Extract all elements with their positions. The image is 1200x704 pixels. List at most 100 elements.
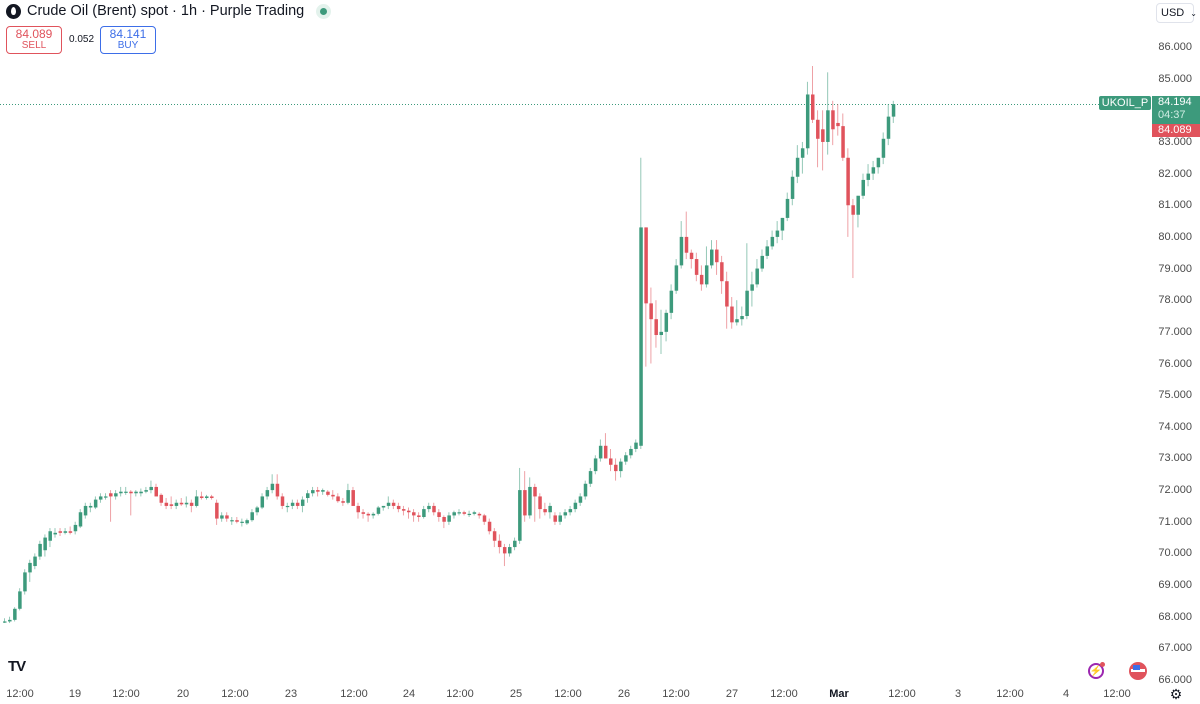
candle (831, 100, 835, 146)
candle (93, 496, 98, 510)
time-tick: 20 (176, 688, 190, 700)
market-status-icon (316, 3, 332, 19)
spread-value: 0.052 (69, 34, 95, 45)
candle (573, 499, 578, 513)
candle (846, 148, 850, 237)
tradingview-logo[interactable]: TV (8, 658, 26, 675)
candle (265, 486, 270, 500)
candle (760, 249, 764, 272)
time-tick: 12:00 (6, 688, 34, 700)
price-tick: 76.000 (1158, 357, 1192, 370)
candle (533, 483, 537, 522)
candle (821, 110, 825, 171)
candle (689, 249, 694, 269)
price-tick: 73.000 (1158, 452, 1192, 465)
us-flag-icon[interactable] (1129, 662, 1147, 680)
candle (260, 493, 265, 510)
candle (336, 493, 340, 503)
candle (467, 510, 472, 518)
candle (735, 300, 739, 326)
candle (619, 458, 623, 478)
candle (472, 510, 477, 516)
candle (851, 198, 855, 279)
price-tick: 82.000 (1158, 167, 1192, 180)
candle (18, 588, 22, 611)
time-tick: 25 (509, 688, 523, 700)
buy-button[interactable]: 84.141 BUY (100, 26, 156, 54)
candle (876, 157, 881, 174)
time-tick: 12:00 (112, 688, 140, 700)
chart-title[interactable]: Crude Oil (Brent) spot · 1h · Purple Tra… (27, 3, 305, 19)
oil-drop-icon (6, 3, 21, 19)
price-tick: 77.000 (1158, 325, 1192, 338)
candle (548, 502, 552, 519)
candle (492, 528, 497, 548)
candle (33, 553, 37, 570)
candle (396, 502, 401, 513)
time-tick: 12:00 (340, 688, 368, 700)
candle (800, 141, 805, 174)
sell-button[interactable]: 84.089 SELL (6, 26, 62, 54)
candle (28, 559, 32, 582)
candle (134, 490, 138, 497)
candle (230, 517, 234, 525)
candle (725, 271, 729, 329)
candle (614, 458, 618, 481)
sell-price-label: 84.089 (1152, 124, 1200, 137)
candle (215, 499, 219, 525)
candle (280, 493, 285, 510)
price-tick: 75.000 (1158, 389, 1192, 402)
candle (487, 518, 492, 535)
gear-icon[interactable]: ⚙ (1169, 685, 1183, 702)
candle (816, 110, 820, 168)
candle (654, 300, 658, 348)
time-tick: 12:00 (554, 688, 582, 700)
candle (634, 439, 638, 453)
candle (871, 160, 876, 180)
candle (275, 474, 280, 500)
candle (861, 173, 865, 199)
time-tick: 12:00 (662, 688, 690, 700)
candle (48, 528, 52, 548)
candle (119, 486, 123, 497)
candle (477, 512, 482, 519)
candle (139, 488, 143, 497)
time-tick: 12:00 (888, 688, 916, 700)
candle (462, 510, 467, 516)
candle (442, 515, 446, 529)
candle (245, 518, 249, 525)
candle (321, 488, 325, 495)
candle (427, 502, 431, 513)
candle (417, 512, 421, 522)
time-tick: Mar (829, 688, 849, 700)
candle (452, 510, 456, 519)
price-tick: 71.000 (1158, 515, 1192, 528)
symbol-price-label: UKOIL_P (1099, 96, 1151, 110)
candle (669, 284, 674, 320)
candle (553, 512, 557, 525)
candle (366, 512, 371, 522)
candle (805, 81, 810, 155)
candle (538, 493, 542, 519)
candle (376, 505, 381, 516)
sell-label: SELL (21, 40, 47, 51)
bar-countdown: 04:37 (1158, 109, 1186, 121)
candle (306, 490, 310, 503)
price-tick: 67.000 (1158, 642, 1192, 655)
candle (220, 512, 224, 522)
buy-label: BUY (117, 40, 139, 51)
candle (381, 505, 386, 511)
time-tick: 12:00 (446, 688, 474, 700)
lightning-icon[interactable]: ⚡ (1088, 662, 1105, 679)
candle (750, 271, 754, 307)
candle (386, 496, 391, 510)
candle (401, 505, 406, 516)
currency-select[interactable]: USD ⌄ (1156, 3, 1197, 23)
buy-price: 84.141 (109, 27, 147, 41)
candle (684, 211, 689, 260)
price-tick: 72.000 (1158, 484, 1192, 497)
price-tick: 69.000 (1158, 579, 1192, 592)
candle (83, 502, 88, 519)
candle (730, 297, 734, 329)
